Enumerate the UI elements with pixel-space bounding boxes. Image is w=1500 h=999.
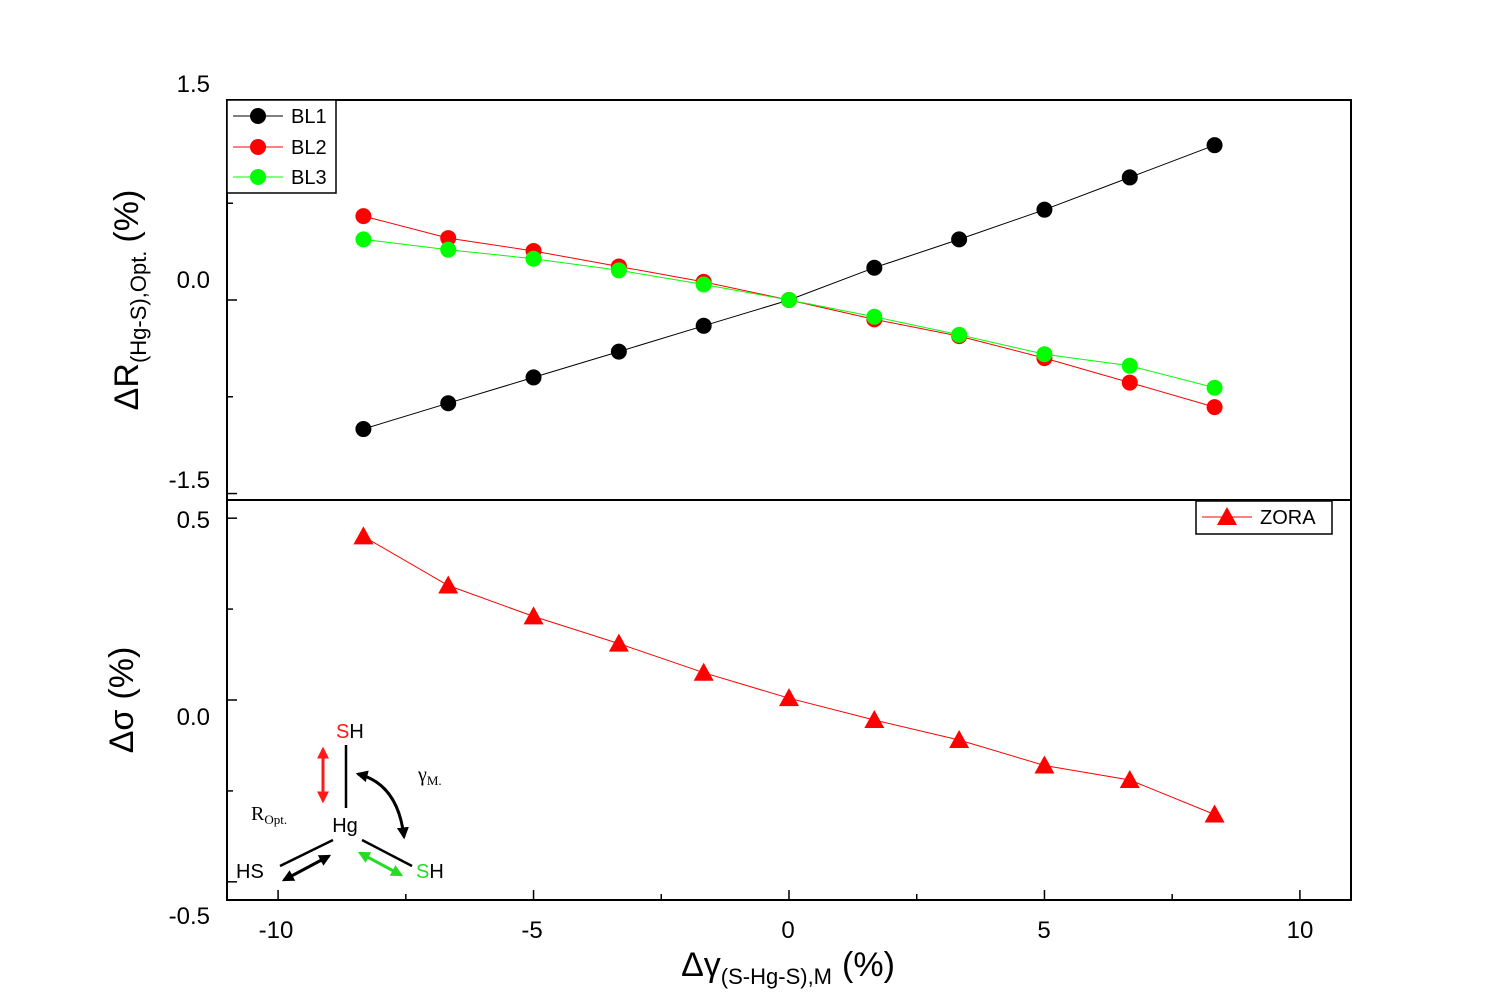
point-BL3-9 [1121,357,1138,374]
legend-marker-BL2 [250,139,266,155]
series-line-BL2 [363,215,1215,408]
point-BL1-6 [866,259,883,276]
curved-angle-arrow-icon [355,770,409,840]
point-BL1-8 [1036,201,1053,218]
point-BL3-0 [355,231,372,248]
point-BL2-1 [440,230,457,247]
r-opt-label: ROpt. [251,803,287,827]
bottom-ytick-label-0.5: 0.5 [177,507,210,534]
point-ZORA-1 [438,575,459,594]
point-ZORA-0 [353,526,374,545]
point-BL3-5 [781,292,797,308]
point-BL1-9 [1121,169,1138,186]
point-ZORA-4 [693,662,714,681]
point-BL3-2 [525,250,542,267]
bottom-y-axis-title: Δσ(%) [103,647,141,754]
bottom-ytick-label-neg0.5: -0.5 [169,903,210,930]
top-y-axis-title: ΔR(Hg-S),Opt.(%) [108,190,151,411]
xtick-label-5: 5 [1037,917,1050,944]
bottom-y-axis [227,517,237,883]
green-double-arrow-icon [357,851,404,877]
series-line-BL3 [363,238,1215,389]
point-ZORA-2 [523,606,544,625]
top-ytick-label-1.5: 1.5 [177,71,210,98]
atom-hg: Hg [332,815,358,837]
molecule-inset: Hg SH SH HS ROpt. γM. [236,721,444,883]
point-ZORA-7 [949,730,970,748]
point-BL1-0 [355,421,372,438]
point-ZORA-3 [608,633,629,652]
atom-top-sh: SH [336,721,364,743]
x-axis [277,890,1301,900]
bond-right [361,838,413,868]
legend-marker-BL1 [250,108,266,124]
point-ZORA-9 [1119,770,1140,788]
bottom-ytick-label-0.0: 0.0 [177,704,210,731]
top-y-axis [227,105,237,495]
xtick-label-0: 0 [781,917,794,944]
point-BL2-9 [1121,374,1138,391]
top-legend: BL1 BL2 BL3 [226,99,337,194]
top-ytick-label-neg1.5: -1.5 [169,467,210,494]
legend-marker-BL3 [250,169,266,185]
bond-left [279,838,334,868]
point-BL3-1 [440,241,457,258]
point-BL1-2 [525,369,542,386]
point-ZORA-5 [779,688,799,707]
top-ytick-label-0.0: 0.0 [177,267,210,294]
point-BL3-7 [951,326,968,343]
bottom-series-group [353,526,1225,823]
point-ZORA-10 [1204,804,1225,823]
legend-label-BL3: BL3 [291,167,327,189]
point-BL3-3 [610,262,627,279]
point-BL1-7 [951,231,968,248]
point-BL2-0 [355,208,372,225]
atom-left-hs: HS [236,861,264,883]
xtick-label-10: 10 [1287,917,1314,944]
xtick-label-neg10: -10 [259,917,294,944]
point-BL1-1 [440,395,457,412]
point-BL3-4 [695,276,712,293]
point-BL3-8 [1036,346,1053,363]
point-BL1-10 [1206,137,1223,154]
point-BL1-4 [695,317,712,334]
bottom-legend: ZORA [1195,500,1333,535]
point-BL1-3 [610,343,627,360]
legend-label-ZORA: ZORA [1260,507,1316,529]
gamma-label: γM. [417,764,442,788]
x-axis-title: Δγ(S-Hg-S),M (%) [681,946,895,989]
legend-label-BL2: BL2 [291,137,327,159]
legend-label-BL1: BL1 [291,106,327,128]
point-ZORA-6 [864,710,885,728]
xtick-label-neg5: -5 [521,917,542,944]
atom-right-sh: SH [416,861,444,883]
series-line-ZORA [363,535,1215,815]
point-BL2-10 [1206,399,1223,416]
black-double-arrow-icon [281,854,332,882]
legend-marker-ZORA [1217,507,1237,525]
point-ZORA-8 [1034,755,1055,774]
series-line-BL1 [363,144,1215,430]
top-series-group [355,137,1223,438]
point-BL3-10 [1206,379,1223,396]
point-BL3-6 [866,308,883,325]
